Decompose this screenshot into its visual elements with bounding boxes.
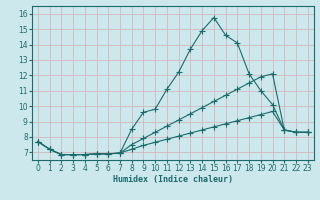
X-axis label: Humidex (Indice chaleur): Humidex (Indice chaleur)	[113, 175, 233, 184]
